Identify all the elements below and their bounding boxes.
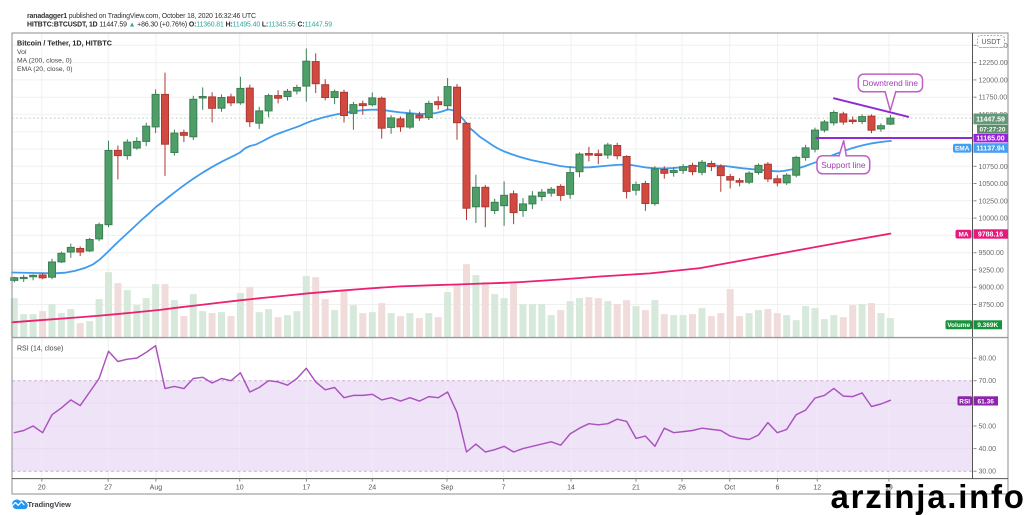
svg-text:07:27:20: 07:27:20 xyxy=(979,127,1005,134)
svg-text:24: 24 xyxy=(368,484,376,491)
svg-text:10000.00: 10000.00 xyxy=(979,216,1008,223)
svg-text:11750.00: 11750.00 xyxy=(979,95,1008,102)
svg-text:Vol: Vol xyxy=(17,49,27,56)
svg-text:6: 6 xyxy=(776,484,780,491)
svg-text:70.00: 70.00 xyxy=(979,378,997,385)
svg-text:9000.00: 9000.00 xyxy=(979,285,1004,292)
svg-text:11137.94: 11137.94 xyxy=(976,145,1005,152)
svg-text:Downtrend line: Downtrend line xyxy=(863,78,919,88)
svg-text:RSI (14, close): RSI (14, close) xyxy=(17,346,63,353)
svg-text:50.00: 50.00 xyxy=(979,424,997,431)
svg-text:17: 17 xyxy=(303,484,311,491)
svg-text:Support line: Support line xyxy=(821,160,866,170)
svg-text:MA: MA xyxy=(958,232,968,239)
svg-text:10: 10 xyxy=(236,484,244,491)
svg-text:ranadagger1 published on Tradi: ranadagger1 published on TradingView.com… xyxy=(27,13,256,20)
svg-text:HITBTC:BTCUSDT, 1D 11447.59 ▲: HITBTC:BTCUSDT, 1D 11447.59 ▲ +86.30 (+0… xyxy=(27,22,332,29)
svg-text:Bitcoin / Tether, 1D, HITBTC: Bitcoin / Tether, 1D, HITBTC xyxy=(17,38,112,47)
svg-text:RSI: RSI xyxy=(959,398,970,405)
svg-text:9.369K: 9.369K xyxy=(977,322,998,329)
svg-text:8750.00: 8750.00 xyxy=(979,302,1004,309)
svg-text:80.00: 80.00 xyxy=(979,356,997,363)
svg-text:27: 27 xyxy=(104,484,112,491)
svg-text:TradingView: TradingView xyxy=(28,500,72,509)
svg-text:7: 7 xyxy=(502,484,506,491)
svg-text:19: 19 xyxy=(885,484,893,491)
svg-text:MA (200, close, 0): MA (200, close, 0) xyxy=(17,57,72,64)
svg-text:11447.59: 11447.59 xyxy=(976,116,1005,123)
svg-text:10750.00: 10750.00 xyxy=(979,164,1008,171)
svg-text:10250.00: 10250.00 xyxy=(979,198,1008,205)
svg-text:EMA (20, close, 0): EMA (20, close, 0) xyxy=(17,66,73,73)
svg-text:Aug: Aug xyxy=(150,484,163,491)
svg-text:Volume: Volume xyxy=(947,322,970,329)
svg-text:11165.00: 11165.00 xyxy=(976,136,1005,143)
svg-text:Oct: Oct xyxy=(724,484,735,491)
svg-text:30.00: 30.00 xyxy=(979,469,997,476)
svg-text:9500.00: 9500.00 xyxy=(979,250,1004,257)
svg-text:21: 21 xyxy=(632,484,640,491)
svg-text:arzinja.info: arzinja.info xyxy=(831,478,1024,515)
svg-text:10500.00: 10500.00 xyxy=(979,181,1008,188)
svg-text:Sep: Sep xyxy=(441,484,454,491)
svg-text:12000.00: 12000.00 xyxy=(979,77,1008,84)
svg-text:9788.16: 9788.16 xyxy=(978,231,1003,238)
svg-text:20: 20 xyxy=(38,484,46,491)
svg-text:12250.00: 12250.00 xyxy=(979,60,1008,67)
svg-text:40.00: 40.00 xyxy=(979,446,997,453)
svg-text:USDT: USDT xyxy=(981,39,1001,46)
svg-text:EMA: EMA xyxy=(955,146,970,153)
svg-text:61.36: 61.36 xyxy=(978,398,995,405)
svg-text:9250.00: 9250.00 xyxy=(979,267,1004,274)
svg-text:26: 26 xyxy=(678,484,686,491)
svg-text:14: 14 xyxy=(567,484,575,491)
svg-text:12: 12 xyxy=(813,484,821,491)
